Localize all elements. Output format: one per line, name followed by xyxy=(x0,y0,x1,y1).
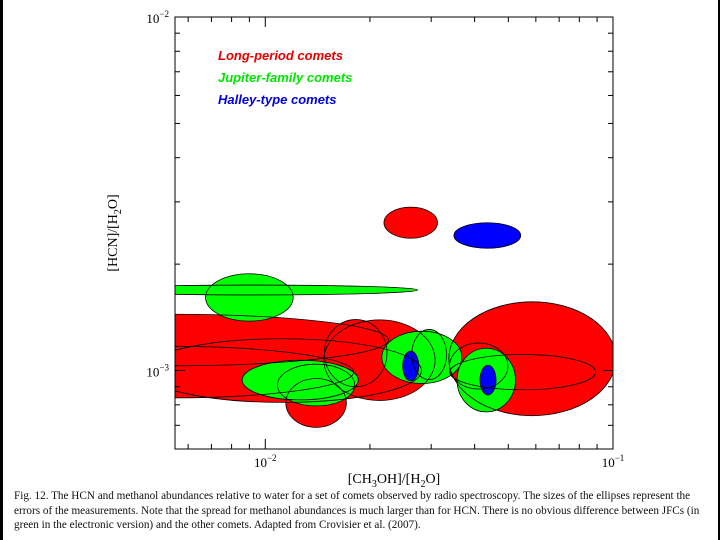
halley-type-comets-ellipse-2 xyxy=(402,351,419,381)
left-edge-bar xyxy=(0,0,3,540)
legend-entry-3: Halley-type comets xyxy=(218,92,337,107)
legend: Long-period comets Jupiter-family comets H… xyxy=(218,48,352,107)
long-period-comets-ellipse-outline-1 xyxy=(383,206,438,239)
jupiter-family-comets-ellipse-outline-1 xyxy=(205,273,294,322)
x-axis-title: [CH3OH]/[H2O] xyxy=(348,472,440,488)
long-period-comets-ellipse-outline-7 xyxy=(285,378,347,428)
chart: 10−2 10−1 10−3 10−2 [CH3OH]/[H2O] [HCN]/[H2… xyxy=(106,9,624,488)
halley-type-comets-ellipse-1 xyxy=(453,222,521,249)
x-tick-label-1: 10−2 xyxy=(254,453,277,470)
long-period-comets-ellipse-outline-8 xyxy=(448,301,613,417)
jupiter-family-comets-ellipse-outline-2 xyxy=(175,284,419,296)
jupiter-family-comets-ellipse-outline-7 xyxy=(456,347,516,413)
data-ellipses xyxy=(175,206,613,428)
tick-labels: 10−2 10−1 10−3 10−2 xyxy=(146,9,624,470)
plot-frame xyxy=(174,16,614,450)
caption-text: Fig. 12. The HCN and methanol abundances… xyxy=(14,490,700,531)
figure-caption: Fig. 12. The HCN and methanol abundances… xyxy=(14,489,714,533)
long-period-comets-ellipse-outline-6 xyxy=(323,319,436,401)
jupiter-family-comets-ellipse-2 xyxy=(175,285,418,295)
axis-ticks xyxy=(175,16,614,450)
long-period-comets-ellipse-outline-2 xyxy=(175,313,389,367)
jupiter-family-comets-ellipse-outline-3 xyxy=(241,359,359,401)
long-period-comets-ellipse-outline-9 xyxy=(449,354,597,391)
right-edge-bar xyxy=(718,0,720,540)
ellipse-fills xyxy=(175,207,613,428)
legend-entry-1: Long-period comets xyxy=(218,48,343,63)
y-axis-title: [HCN]/[H2O] xyxy=(106,194,124,271)
halley-type-comets-ellipse-outline-3 xyxy=(479,364,497,396)
ellipse-outlines xyxy=(175,206,613,428)
long-period-comets-ellipse-outline-10 xyxy=(449,342,509,390)
y-tick-label-2: 10−2 xyxy=(146,9,169,26)
long-period-comets-ellipse-1 xyxy=(383,207,438,239)
long-period-comets-ellipse-outline-4 xyxy=(175,338,422,403)
jupiter-family-comets-ellipse-outline-5 xyxy=(381,330,463,384)
x-tick-label-2: 10−1 xyxy=(602,453,625,470)
jupiter-family-comets-ellipse-outline-4 xyxy=(277,363,356,407)
halley-type-comets-ellipse-outline-1 xyxy=(453,222,522,249)
jupiter-family-comets-ellipse-outline-6 xyxy=(411,329,447,381)
legend-entry-2: Jupiter-family comets xyxy=(218,70,352,85)
halley-type-comets-ellipse-outline-2 xyxy=(402,350,420,382)
y-tick-label-1: 10−3 xyxy=(146,363,169,380)
